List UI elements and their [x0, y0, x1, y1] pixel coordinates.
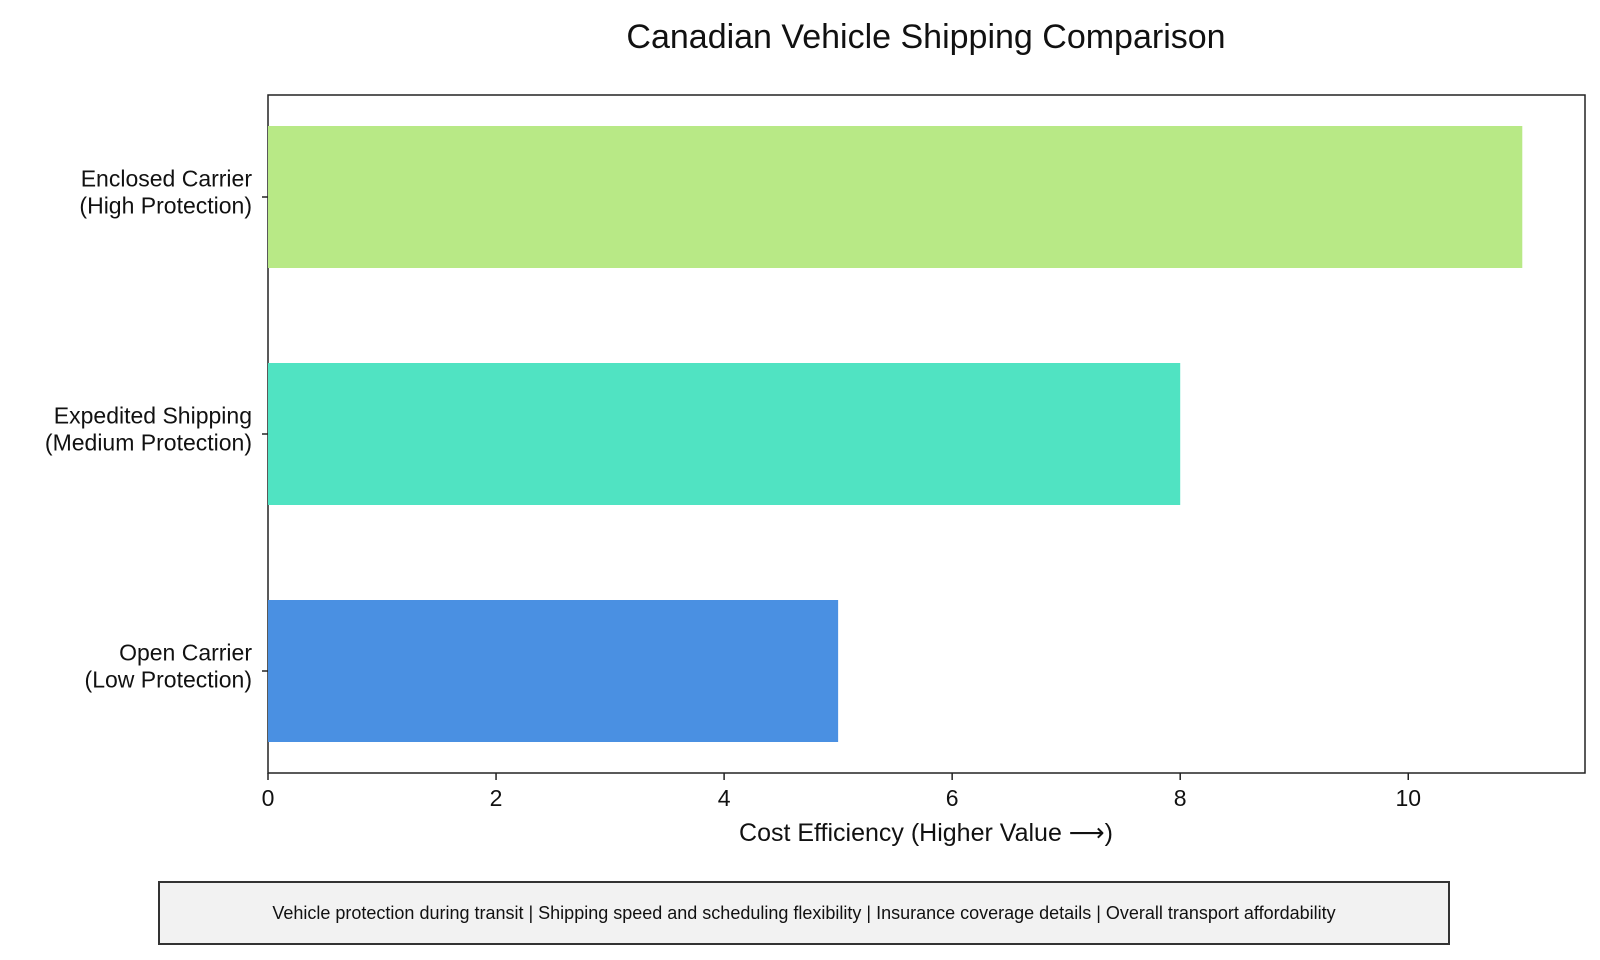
- y-axis: Open Carrier (Low Protection) Expedited Sh…: [45, 166, 268, 693]
- footnote-text: Vehicle protection during transit | Ship…: [272, 902, 1336, 923]
- bar: [268, 126, 1523, 268]
- y-tick-label: Enclosed Carrier (High Protection): [79, 166, 252, 219]
- x-axis-label: Cost Efficiency (Higher Value ⟶): [739, 819, 1113, 847]
- x-axis: 0 2 4 6 8 10: [262, 773, 1421, 811]
- bar-chart: Canadian Vehicle Shipping Comparison Ope…: [45, 18, 1586, 847]
- x-tick-label: 0: [262, 785, 275, 811]
- chart-title: Canadian Vehicle Shipping Comparison: [626, 18, 1225, 56]
- x-tick-label: 8: [1174, 785, 1187, 811]
- x-tick-label: 10: [1395, 785, 1421, 811]
- x-tick-label: 2: [490, 785, 503, 811]
- bar: [268, 600, 839, 742]
- y-tick-label: Open Carrier (Low Protection): [85, 640, 253, 693]
- y-tick-label: Expedited Shipping (Medium Protection): [45, 403, 252, 456]
- footnote-box: Vehicle protection during transit | Ship…: [158, 881, 1450, 945]
- x-tick-label: 6: [946, 785, 959, 811]
- x-tick-label: 4: [718, 785, 731, 811]
- bar: [268, 363, 1181, 505]
- bars-group: [268, 126, 1523, 742]
